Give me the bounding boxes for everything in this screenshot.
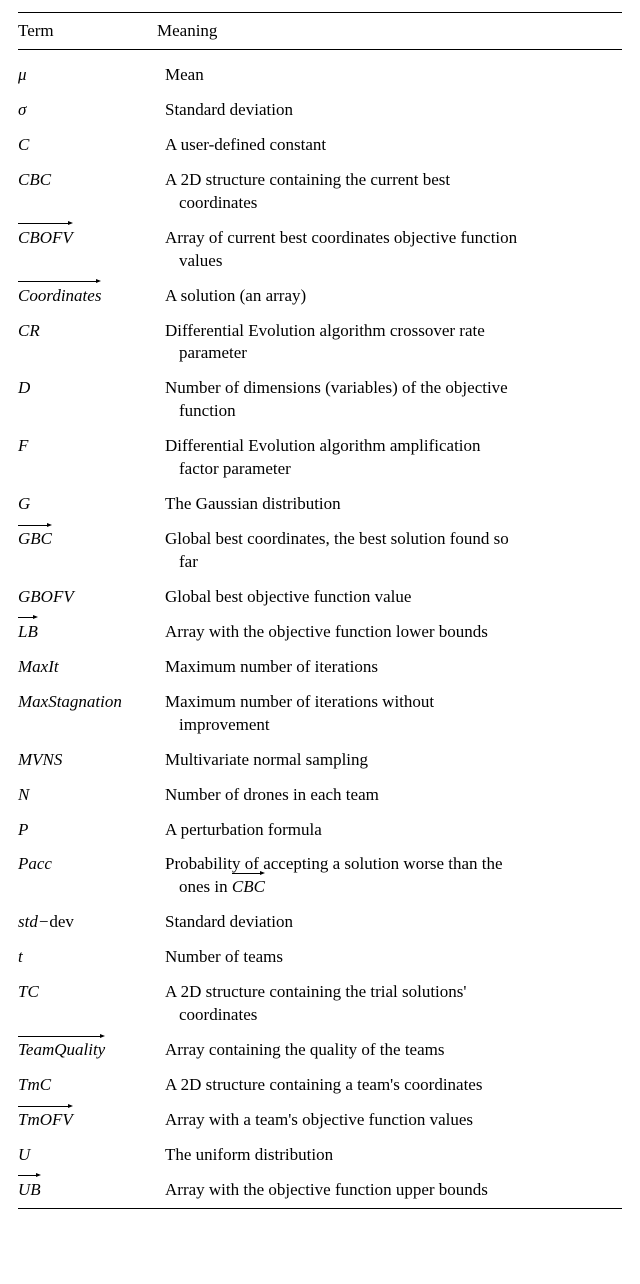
meaning-cell: A user-defined constant [157,128,622,163]
table-row: DNumber of dimensions (variables) of the… [18,371,622,429]
term-cell: UB [18,1173,157,1208]
term-cell: MaxStagnation [18,685,157,743]
table-row: CBOFVArray of current best coordinates o… [18,221,622,279]
meaning-cell: Array with a team's objective function v… [157,1103,622,1138]
term-cell: LB [18,615,157,650]
term-cell: μ [18,50,157,93]
term-cell: D [18,371,157,429]
term-cell: CR [18,314,157,372]
term-cell: TeamQuality [18,1033,157,1068]
table-row: TeamQualityArray containing the quality … [18,1033,622,1068]
term-cell: TmC [18,1068,157,1103]
table-row: std−devStandard deviation [18,905,622,940]
term-cell: Coordinates [18,279,157,314]
meaning-cell: Differential Evolution algorithm crossov… [157,314,622,372]
term-cell: P [18,813,157,848]
table-row: UBArray with the objective function uppe… [18,1173,622,1208]
meaning-cell: Array with the objective function upper … [157,1173,622,1208]
table-row: CA user-defined constant [18,128,622,163]
meaning-cell: A perturbation formula [157,813,622,848]
table-row: PaccProbability of accepting a solution … [18,847,622,905]
table-row: LBArray with the objective function lowe… [18,615,622,650]
table-row: TmCA 2D structure containing a team's co… [18,1068,622,1103]
term-cell: TC [18,975,157,1033]
table-row: CRDifferential Evolution algorithm cross… [18,314,622,372]
meaning-cell: Standard deviation [157,905,622,940]
table-row: MaxStagnationMaximum number of iteration… [18,685,622,743]
term-cell: Pacc [18,847,157,905]
term-cell: TmOFV [18,1103,157,1138]
meaning-cell: Number of teams [157,940,622,975]
table-row: GBOFVGlobal best objective function valu… [18,580,622,615]
table-row: MVNSMultivariate normal sampling [18,743,622,778]
table-row: PA perturbation formula [18,813,622,848]
table-row: FDifferential Evolution algorithm amplif… [18,429,622,487]
header-term: Term [18,13,157,50]
term-cell: MVNS [18,743,157,778]
table-row: GBCGlobal best coordinates, the best sol… [18,522,622,580]
term-cell: std−dev [18,905,157,940]
term-cell: G [18,487,157,522]
meaning-cell: Mean [157,50,622,93]
meaning-cell: Differential Evolution algorithm amplifi… [157,429,622,487]
meaning-cell: The Gaussian distribution [157,487,622,522]
term-cell: GBC [18,522,157,580]
term-cell: F [18,429,157,487]
glossary-table: Term Meaning μMeanσStandard deviationCA … [18,12,622,1209]
table-body: μMeanσStandard deviationCA user-defined … [18,50,622,1209]
meaning-cell: A 2D structure containing the current be… [157,163,622,221]
term-cell: σ [18,93,157,128]
table-row: NNumber of drones in each team [18,778,622,813]
table-row: MaxItMaximum number of iterations [18,650,622,685]
meaning-cell: A 2D structure containing a team's coord… [157,1068,622,1103]
meaning-cell: Multivariate normal sampling [157,743,622,778]
table-row: UThe uniform distribution [18,1138,622,1173]
term-cell: U [18,1138,157,1173]
meaning-cell: Number of dimensions (variables) of the … [157,371,622,429]
meaning-cell: Maximum number of iterations [157,650,622,685]
term-cell: N [18,778,157,813]
table-row: GThe Gaussian distribution [18,487,622,522]
meaning-cell: Array of current best coordinates object… [157,221,622,279]
meaning-cell: Maximum number of iterations withoutimpr… [157,685,622,743]
meaning-cell: Array containing the quality of the team… [157,1033,622,1068]
meaning-cell: A solution (an array) [157,279,622,314]
table-row: σStandard deviation [18,93,622,128]
term-cell: GBOFV [18,580,157,615]
meaning-cell: Array with the objective function lower … [157,615,622,650]
header-row: Term Meaning [18,13,622,50]
meaning-cell: Standard deviation [157,93,622,128]
meaning-cell: A 2D structure containing the trial solu… [157,975,622,1033]
table-row: μMean [18,50,622,93]
term-cell: t [18,940,157,975]
meaning-cell: The uniform distribution [157,1138,622,1173]
table-row: TmOFVArray with a team's objective funct… [18,1103,622,1138]
term-cell: CBC [18,163,157,221]
meaning-cell: Probability of accepting a solution wors… [157,847,622,905]
table-row: CoordinatesA solution (an array) [18,279,622,314]
term-cell: CBOFV [18,221,157,279]
meaning-cell: Global best objective function value [157,580,622,615]
meaning-cell: Global best coordinates, the best soluti… [157,522,622,580]
header-meaning: Meaning [157,13,622,50]
table-row: TCA 2D structure containing the trial so… [18,975,622,1033]
table-row: tNumber of teams [18,940,622,975]
table-row: CBCA 2D structure containing the current… [18,163,622,221]
term-cell: MaxIt [18,650,157,685]
term-cell: C [18,128,157,163]
meaning-cell: Number of drones in each team [157,778,622,813]
